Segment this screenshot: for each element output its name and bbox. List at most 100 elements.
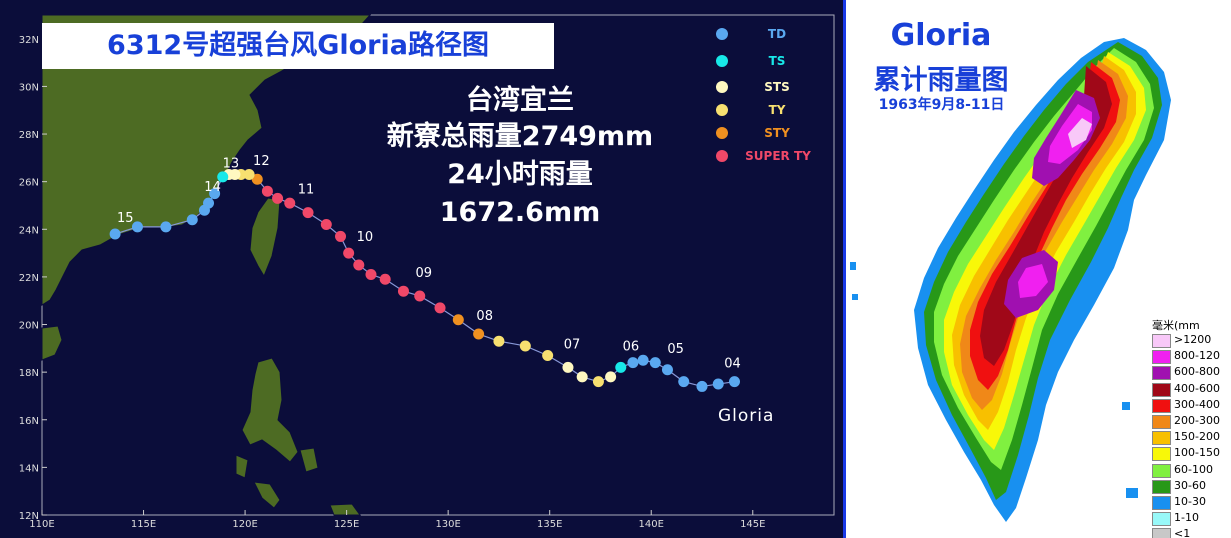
lon-tick-label: 125E	[334, 519, 359, 530]
intensity-legend-marker	[716, 127, 728, 139]
day-label: 07	[564, 337, 581, 352]
lon-tick-label: 145E	[740, 519, 765, 530]
rainfall-legend-label: >1200	[1174, 333, 1212, 346]
rainfall-map	[850, 38, 1171, 522]
track-point	[678, 376, 690, 388]
taiwan-rainfall-contours	[850, 38, 1171, 522]
intensity-legend-marker	[716, 28, 728, 40]
lat-tick-label: 16N	[19, 416, 39, 427]
day-label: 13	[223, 156, 240, 171]
rainfall-legend-item: 300-400	[1152, 397, 1231, 413]
day-label: 14	[204, 180, 221, 195]
rainfall-legend-swatch	[1152, 415, 1171, 429]
track-point	[365, 269, 377, 281]
stats-location: 台湾宜兰	[466, 85, 574, 116]
penghu-islands	[850, 262, 858, 300]
track-point	[335, 230, 347, 242]
track-point	[434, 302, 446, 314]
track-point	[615, 361, 627, 373]
ludao-island	[1122, 402, 1130, 410]
track-point	[302, 207, 314, 219]
track-point	[397, 285, 409, 297]
track-point	[473, 328, 485, 340]
lon-tick-label: 120E	[232, 519, 257, 530]
rainfall-title-storm: Gloria	[890, 18, 992, 53]
rainfall-legend-label: 300-400	[1174, 397, 1220, 411]
lat-tick-label: 28N	[19, 130, 39, 141]
track-point	[251, 173, 263, 185]
stats-24h-label: 24小时雨量	[447, 159, 593, 190]
rainfall-legend-swatch	[1152, 431, 1171, 446]
track-point	[198, 204, 210, 216]
rainfall-legend-label: 10-30	[1174, 495, 1206, 508]
mindanao-island	[329, 503, 361, 516]
track-point	[186, 214, 198, 226]
intensity-legend-label: SUPER TY	[745, 149, 811, 163]
rainfall-legend-item: <1	[1152, 527, 1231, 538]
lat-tick-label: 30N	[19, 82, 39, 93]
hainan-island	[41, 325, 63, 361]
track-point	[649, 357, 661, 369]
rainfall-date-range: 1963年9月8-11日	[878, 97, 1005, 113]
rainfall-legend-unit: 毫米(mm	[1152, 319, 1200, 332]
rainfall-legend-item: 400-600	[1152, 382, 1231, 397]
rainfall-legend-swatch	[1152, 528, 1171, 538]
panel-divider	[843, 0, 846, 538]
rainfall-legend-swatch	[1152, 512, 1171, 527]
track-point	[414, 290, 426, 302]
rainfall-legend-item: 100-150	[1152, 446, 1231, 462]
lon-tick-label: 130E	[435, 519, 460, 530]
rainfall-legend-swatch	[1152, 496, 1171, 510]
intensity-legend-label: STS	[764, 80, 789, 94]
lon-tick-label: 115E	[131, 519, 156, 530]
rainfall-legend-swatch	[1152, 350, 1171, 365]
track-point	[592, 376, 604, 388]
rainfall-legend-label: 60-100	[1174, 462, 1213, 476]
lat-tick-label: 32N	[19, 35, 39, 46]
lat-tick-label: 12N	[19, 511, 39, 522]
lat-tick-label: 26N	[19, 178, 39, 189]
track-point	[320, 219, 332, 231]
lat-tick-label: 24N	[19, 225, 39, 236]
track-point	[576, 371, 588, 383]
intensity-legend: TD TS STS TY STY SUPER TY	[716, 27, 811, 163]
rainfall-legend-swatch	[1152, 382, 1171, 397]
track-point	[452, 314, 464, 326]
intensity-legend-marker	[716, 104, 728, 116]
day-label: 12	[253, 154, 270, 169]
rainfall-legend-swatch	[1152, 463, 1171, 478]
track-point	[243, 169, 255, 181]
lat-tick-label: 20N	[19, 321, 39, 332]
rainfall-panel: Gloria 累计雨量图 1963年9月8-11日 毫米(mm >1200 800…	[846, 0, 1231, 538]
lon-tick-label: 140E	[639, 519, 664, 530]
axis-ticks: 110E 115E 120E 125E 130E 135E 140E 145E 12N 14N 16…	[19, 35, 766, 530]
rainfall-legend-item: 200-300	[1152, 414, 1231, 429]
track-point	[379, 273, 391, 285]
rainfall-legend-item: 10-30	[1152, 495, 1231, 510]
lon-tick-label: 110E	[29, 519, 54, 530]
rainfall-legend-swatch	[1152, 479, 1171, 494]
day-label: 10	[357, 230, 374, 245]
rainfall-legend-item: >1200	[1152, 333, 1231, 348]
track-point	[284, 197, 296, 209]
track-point	[696, 380, 708, 392]
day-label: 09	[416, 266, 433, 281]
rainfall-legend-swatch	[1152, 447, 1171, 462]
day-label: 04	[724, 356, 741, 371]
rainfall-legend-label: 100-150	[1174, 446, 1220, 460]
taiwan-island	[249, 197, 281, 278]
rainfall-title: 累计雨量图	[873, 65, 1009, 96]
map-title: 6312号超强台风Gloria路径图	[107, 30, 489, 61]
lat-tick-label: 22N	[19, 273, 39, 284]
intensity-legend-label: TS	[769, 54, 786, 68]
stats-total-rainfall: 新寮总雨量2749mm	[386, 121, 654, 152]
rainfall-legend-item: 60-100	[1152, 462, 1231, 478]
track-point	[661, 364, 673, 376]
day-label: 08	[476, 309, 493, 324]
day-label: 06	[623, 340, 640, 355]
storm-name-label: Gloria	[718, 406, 774, 426]
rainfall-legend-swatch	[1152, 366, 1171, 381]
intensity-legend-marker	[716, 81, 728, 93]
track-points-group	[109, 169, 740, 392]
